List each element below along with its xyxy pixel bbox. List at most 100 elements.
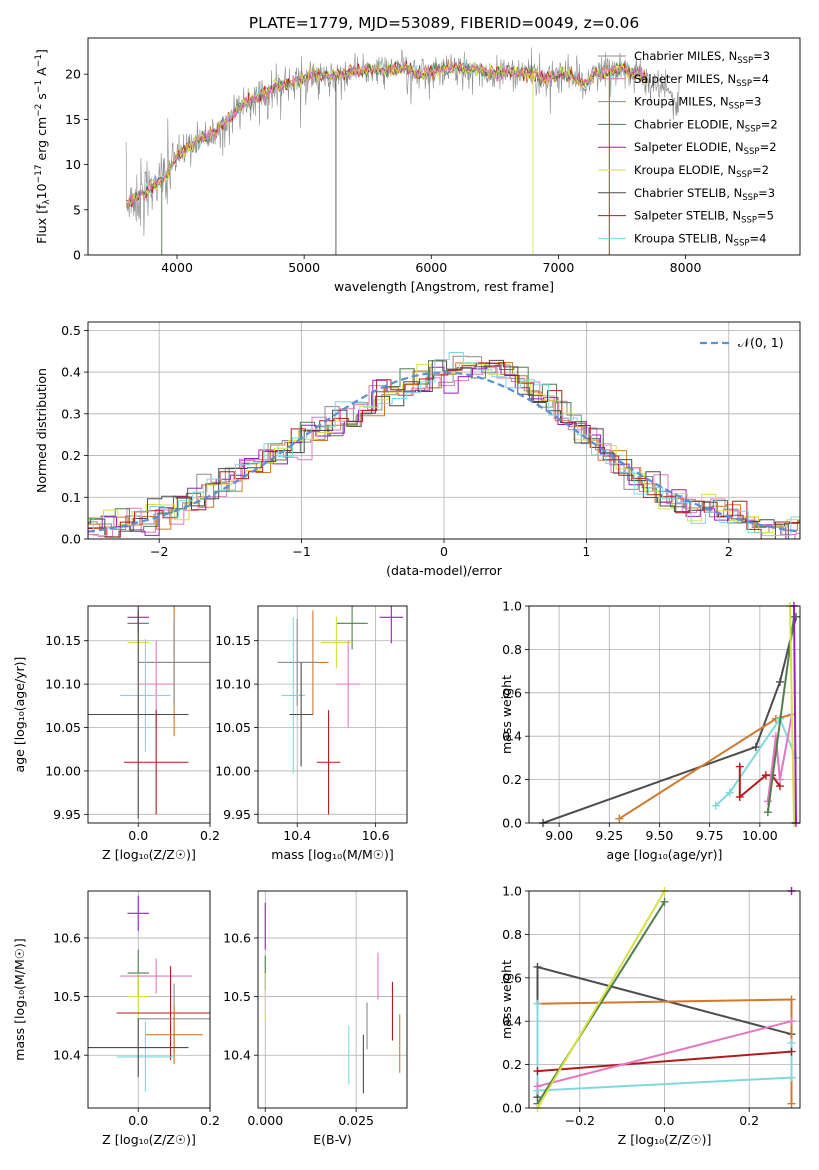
y-axis-label-part: A [34, 67, 49, 80]
legend-sub: SSP [736, 170, 752, 180]
weight-line [537, 1050, 792, 1073]
y-axis-label-part: −2 [34, 104, 44, 117]
x-tick-label: 0.0 [655, 1113, 675, 1128]
weight-vs-age-panel: 9.00 9.25 9.50 9.75 10.00 0.0 0.2 0.4 0.6 0.8 1.0 a… [499, 599, 801, 862]
y-tick-label: 10.15 [45, 633, 81, 648]
y-tick-label: 9.95 [53, 807, 81, 822]
mass-vs-ebv-panel: 0.000 0.025 10.4 10.5 10.6 E(B-V) [223, 890, 408, 1147]
y-axis-label-part: −1 [34, 80, 44, 93]
y-tick-label: 0.2 [502, 772, 522, 787]
y-tick-label: 0.0 [61, 532, 81, 547]
legend-label: Kroupa ELODIE, NSSP=2 [634, 163, 769, 180]
y-axis-label-part: ] [34, 49, 49, 54]
y-tick-label: 10.5 [223, 989, 251, 1004]
weight-marker [711, 801, 720, 810]
y-tick-label: 10.5 [53, 989, 81, 1004]
legend-label: Kroupa MILES, NSSP=3 [634, 95, 761, 112]
weight-marker [775, 677, 784, 686]
x-tick-label: 0.2 [739, 1113, 759, 1128]
y-tick-label: 0.0 [502, 816, 522, 831]
x-axis-label: wavelength [Angstrom, rest frame] [334, 279, 554, 294]
residual-histogram [88, 367, 800, 538]
y-tick-label: 0.3 [61, 406, 81, 421]
y-axis-label: age [log₁₀(age/yr)] [12, 657, 27, 773]
legend-label: Salpeter STELIB, NSSP=5 [634, 209, 774, 226]
legend-text: Kroupa STELIB, N [634, 231, 734, 245]
x-tick-label: 9.25 [595, 828, 623, 843]
legend-label: Salpeter ELODIE, NSSP=2 [634, 140, 777, 157]
x-tick-label: 0.2 [200, 828, 220, 843]
y-tick-label: 10.15 [215, 633, 251, 648]
x-tick-label: 7000 [543, 260, 575, 275]
weight-line [536, 891, 666, 1108]
residual-histogram [88, 352, 800, 537]
x-tick-label: −0.2 [565, 1113, 595, 1128]
weight-marker [763, 797, 772, 806]
residual-histogram [88, 359, 800, 539]
x-tick-label: 10.4 [283, 828, 311, 843]
y-tick-label: 1.0 [502, 599, 522, 614]
x-tick-label: 10.00 [742, 828, 778, 843]
weight-line [536, 1003, 793, 1092]
x-tick-label: 5000 [288, 260, 320, 275]
y-tick-label: 10.6 [53, 930, 81, 945]
legend-text: Salpeter ELODIE, N [634, 140, 744, 154]
y-tick-label: 9.95 [223, 807, 251, 822]
weight-line [766, 714, 793, 802]
y-tick-label: 0.1 [61, 490, 81, 505]
weight-marker [787, 995, 796, 1004]
y-tick-label: 10.4 [223, 1048, 251, 1063]
weight-line [766, 616, 795, 813]
x-axis-label: Z [log₁₀(Z/Z☉)] [102, 847, 196, 862]
legend-label: Salpeter MILES, NSSP=4 [634, 72, 769, 89]
x-tick-label: 9.75 [696, 828, 724, 843]
axes-frame [257, 890, 408, 1109]
weight-marker [787, 1017, 796, 1026]
age-vs-metallicity-panel: 0.0 0.2 9.95 10.00 10.05 10.10 10.15 Z [log₁₀(Z… [12, 605, 220, 862]
legend-text: Kroupa MILES, N [634, 95, 729, 109]
weight-marker [787, 1047, 796, 1056]
residuals-panel: −2 −1 0 1 2 0.0 0.1 0.2 0.3 0.4 0.5 (data-model)/er… [34, 321, 801, 578]
x-axis-label: Z [log₁₀(Z/Z☉)] [102, 1132, 196, 1147]
y-axis-label-part: s [34, 93, 49, 104]
weight-marker [533, 999, 542, 1008]
x-axis-label: age [log₁₀(age/yr)] [607, 847, 723, 862]
x-tick-label: 0.0 [128, 828, 148, 843]
legend-sub: SSP [741, 216, 757, 226]
axes-frame [528, 890, 801, 1109]
axes-frame [528, 605, 801, 824]
y-tick-label: 0.6 [502, 970, 522, 985]
legend-text: Chabrier MILES, N [634, 49, 737, 63]
axes-frame [87, 890, 211, 1109]
y-axis-label-part: Flux [f [34, 204, 49, 244]
x-tick-label: 10.6 [362, 828, 390, 843]
weight-marker [725, 788, 734, 797]
y-tick-label: 0.2 [502, 1057, 522, 1072]
weight-marker [775, 775, 784, 784]
x-tick-label: 4000 [161, 260, 193, 275]
weight-line [793, 606, 797, 823]
legend-sub: SSP [742, 193, 758, 203]
x-axis-label: Z [log₁₀(Z/Z☉)] [618, 1132, 712, 1147]
y-axis-label-part: −17 [34, 164, 44, 183]
y-tick-label: 10.6 [223, 930, 251, 945]
y-axis-label: mass weight [499, 675, 514, 754]
y-tick-label: 0.8 [502, 642, 522, 657]
y-tick-label: 10 [65, 157, 81, 172]
x-axis-label: mass [log₁₀(M/M☉)] [271, 847, 393, 862]
y-axis-label-part: −1 [34, 54, 44, 67]
legend-sub: SSP [745, 124, 761, 134]
y-axis-label: mass weight [499, 960, 514, 1039]
y-axis-label: mass [log₁₀(M/M☉)] [12, 938, 27, 1060]
legend-text: Kroupa ELODIE, N [634, 163, 736, 177]
weight-line [542, 616, 797, 823]
x-tick-label: 0 [440, 544, 448, 559]
y-tick-label: 10.4 [53, 1048, 81, 1063]
weight-line [789, 606, 795, 823]
axes-frame [87, 37, 801, 256]
legend-sub: SSP [737, 56, 753, 66]
y-tick-label: 10.05 [215, 720, 251, 735]
age-vs-mass-panel: 10.4 10.6 9.95 10.00 10.05 10.10 10.15 mass [lo… [215, 605, 408, 862]
weight-marker [751, 743, 760, 752]
